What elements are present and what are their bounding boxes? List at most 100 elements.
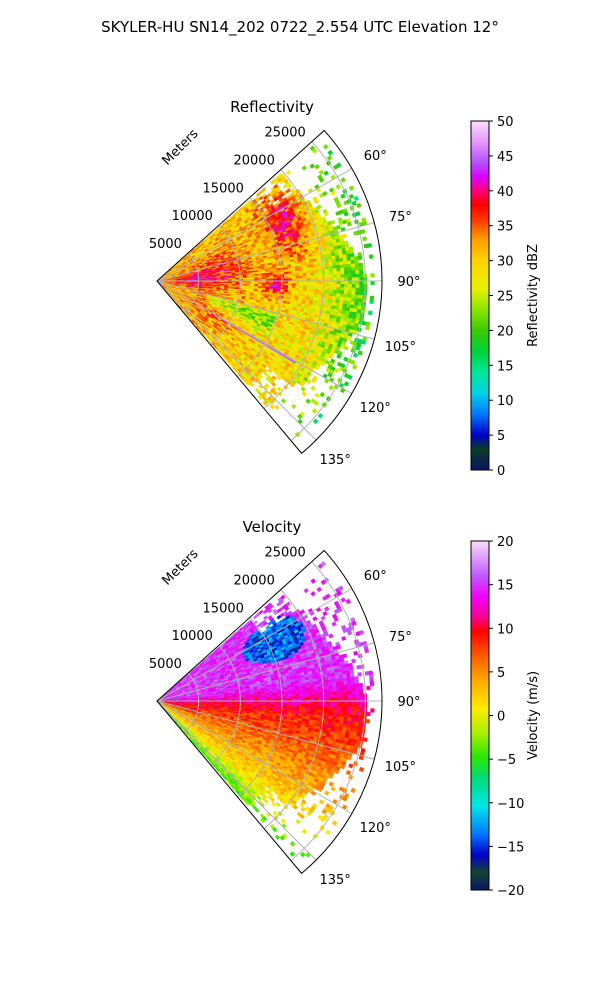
field-cell: [358, 266, 364, 271]
field-cell: [273, 282, 278, 286]
radial-tick-label: 10000: [172, 209, 213, 224]
field-cell: [269, 404, 275, 410]
field-cell: [288, 283, 293, 286]
field-cell: [351, 284, 356, 289]
field-cell: [354, 259, 359, 264]
field-cell: [340, 274, 345, 279]
field-cell: [328, 385, 335, 391]
field-cell: [340, 177, 346, 183]
field-cell: [284, 285, 289, 289]
field-cell: [347, 280, 353, 285]
field-cell: [344, 274, 349, 278]
field-cell: [340, 193, 346, 199]
field-cell: [358, 269, 364, 275]
field-cell: [332, 286, 338, 291]
field-cell: [351, 277, 357, 282]
field-cell: [265, 276, 270, 280]
field-cell: [299, 285, 304, 289]
field-cell: [332, 274, 338, 279]
field-cell: [261, 187, 267, 193]
field-cell: [357, 350, 363, 356]
field-cell: [287, 273, 293, 277]
field-cell: [295, 273, 300, 277]
field-cell: [314, 392, 321, 399]
field-cell: [317, 291, 322, 296]
field-cell: [340, 287, 345, 292]
field-cell: [280, 283, 285, 286]
field-cell: [347, 273, 353, 278]
field-cell: [309, 264, 315, 268]
field-cell: [358, 294, 363, 300]
field-cell: [287, 287, 293, 291]
field-cell: [319, 391, 326, 398]
field-cell: [261, 276, 266, 280]
colorbar-tick-label: 5: [497, 429, 505, 444]
field-cell: [355, 280, 360, 285]
field-cell: [316, 204, 322, 210]
field-cell: [343, 290, 349, 295]
field-cell: [355, 270, 360, 275]
field-cell: [347, 284, 353, 289]
field-cell: [354, 298, 359, 303]
field-cell: [329, 286, 334, 291]
field-cell: [324, 265, 330, 270]
field-cell: [306, 267, 311, 271]
field-cell: [287, 285, 293, 289]
colorbar-tick-label: 15: [497, 359, 514, 374]
field-cell: [348, 193, 355, 200]
field-cell: [302, 285, 308, 290]
field-cell: [316, 260, 322, 265]
field-cell: [352, 352, 359, 358]
colorbar-tick-label: 30: [497, 255, 514, 270]
field-cell: [358, 262, 363, 268]
field-cell: [359, 273, 364, 278]
field-cell: [339, 293, 345, 298]
field-cell: [324, 262, 330, 267]
field-cell: [336, 224, 342, 230]
field-cell: [343, 293, 349, 298]
radial-tick-label: 25000: [264, 126, 305, 141]
field-cell: [340, 290, 345, 295]
field-cell: [306, 275, 311, 279]
field-cell: [310, 286, 315, 290]
field-cell: [357, 301, 363, 307]
field-cell: [339, 264, 345, 269]
field-cell: [258, 277, 263, 280]
field-cell: [355, 287, 360, 292]
field-cell: [269, 276, 274, 280]
field-cell: [362, 236, 368, 242]
field-cell: [343, 287, 349, 292]
field-cell: [355, 266, 360, 271]
field-cell: [314, 272, 319, 276]
field-cell: [347, 270, 353, 275]
radial-tick-label: 20000: [233, 153, 274, 168]
field-cell: [336, 203, 342, 209]
field-cell: [323, 170, 329, 176]
field-cell: [370, 273, 375, 278]
radial-tick-label: 15000: [203, 181, 244, 196]
field-cell: [322, 190, 328, 197]
field-cell: [306, 288, 311, 292]
field-cell: [351, 270, 356, 275]
field-cell: [343, 260, 348, 265]
field-cell: [314, 286, 319, 290]
field-cell: [280, 276, 285, 279]
field-cell: [342, 300, 348, 305]
field-cell: [369, 299, 374, 304]
colorbar-tick-label: 45: [497, 150, 514, 165]
field-cell: [344, 284, 349, 288]
field-cell: [303, 275, 308, 279]
field-cell: [358, 287, 364, 293]
field-cell: [336, 274, 341, 279]
field-cell: [351, 294, 356, 299]
colorbar-tick-label: 20: [497, 324, 514, 339]
field-cell: [317, 289, 323, 293]
field-cell: [317, 412, 324, 419]
field-cell: [329, 274, 334, 279]
field-cell: [286, 169, 292, 176]
field-cell: [295, 288, 300, 292]
field-cell: [342, 257, 348, 262]
field-cell: [272, 274, 278, 278]
